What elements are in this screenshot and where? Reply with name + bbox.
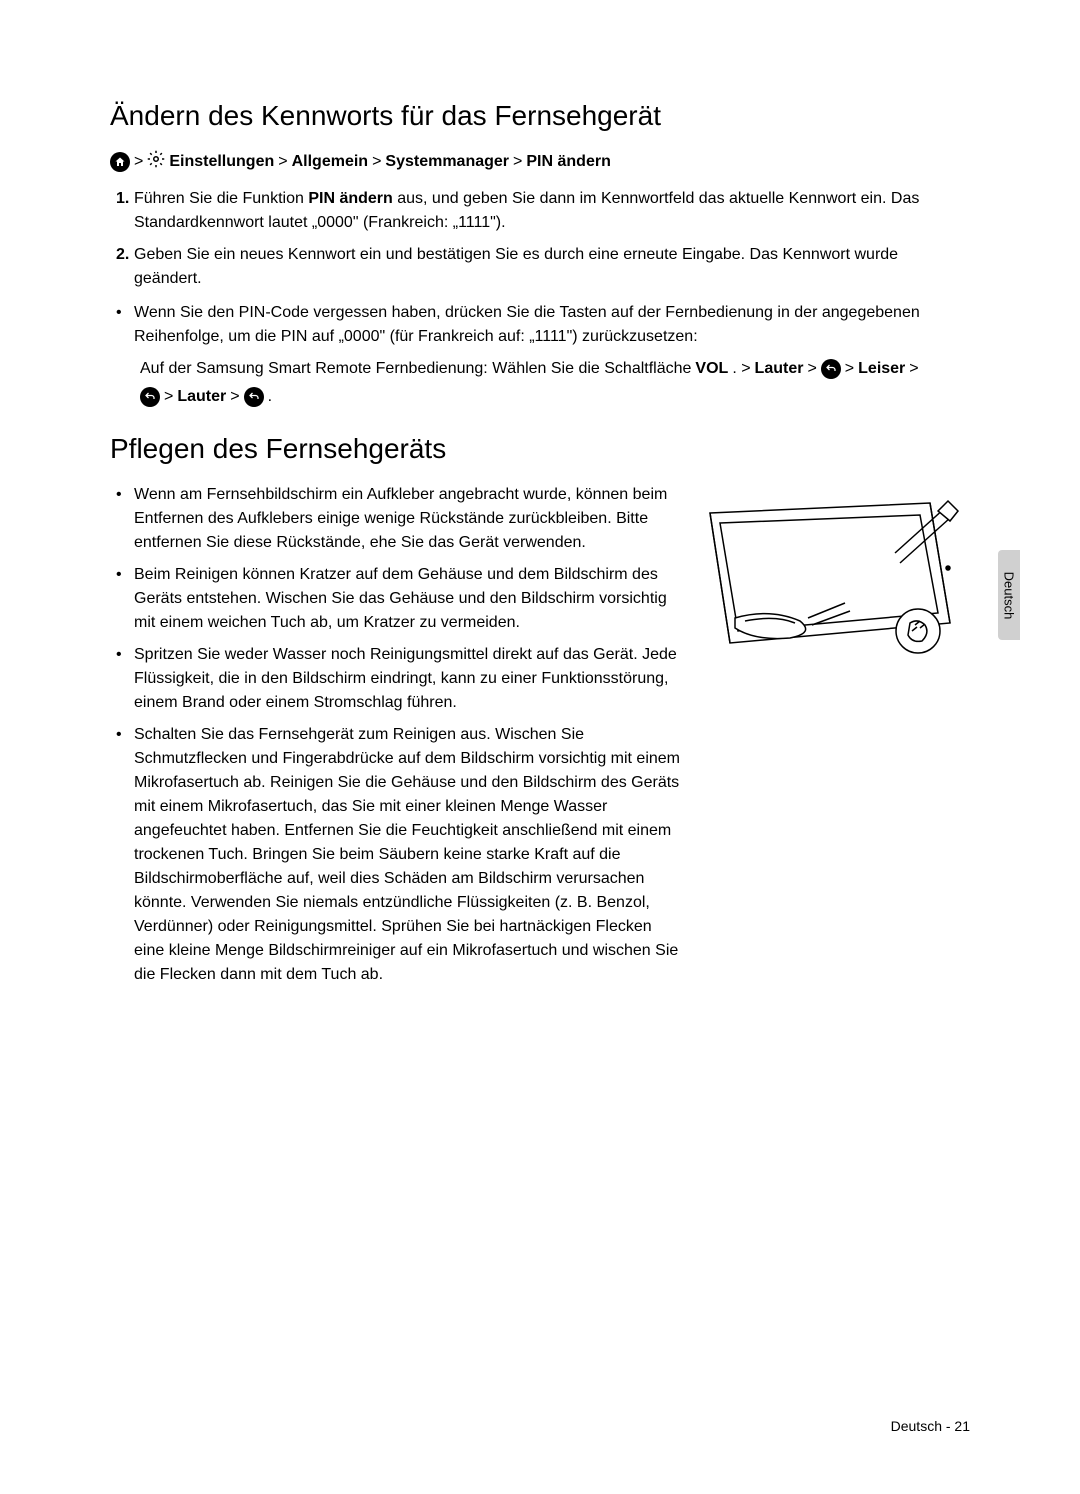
breadcrumb-sep: > <box>372 153 381 171</box>
bullet-marker: • <box>110 563 134 635</box>
step-text: Führen Sie die Funktion <box>134 190 308 207</box>
period: . <box>268 385 272 409</box>
language-tab: Deutsch <box>998 550 1020 640</box>
breadcrumb-sep: > <box>278 153 287 171</box>
sep: . > <box>732 357 750 381</box>
section1-title: Ändern des Kennworts für das Fernsehgerä… <box>110 100 970 132</box>
step-2: 2. Geben Sie ein neues Kennwort ein und … <box>110 243 970 291</box>
breadcrumb-item: Einstellungen <box>169 153 274 171</box>
bullet-item: • Wenn Sie den PIN-Code vergessen haben,… <box>110 301 970 349</box>
gear-icon <box>147 150 165 173</box>
vol-label: VOL <box>695 357 728 381</box>
breadcrumb-item: Systemmanager <box>385 153 509 171</box>
leiser-label: Leiser <box>858 357 905 381</box>
text-column: • Wenn am Fernsehbildschirm ein Aufklebe… <box>110 483 680 995</box>
step-number: 1. <box>110 187 134 235</box>
section2: Pflegen des Fernsehgeräts • Wenn am Fern… <box>110 433 970 995</box>
bullet-item: • Wenn am Fernsehbildschirm ein Aufklebe… <box>110 483 680 555</box>
return-icon <box>244 387 264 407</box>
step-bold: PIN ändern <box>308 190 392 207</box>
return-icon <box>140 387 160 407</box>
sep: > <box>845 357 854 381</box>
bullet-marker: • <box>110 301 134 349</box>
bullet-content: Spritzen Sie weder Wasser noch Reinigung… <box>134 643 680 715</box>
step-number: 2. <box>110 243 134 291</box>
bullet-list-1: • Wenn Sie den PIN-Code vergessen haben,… <box>110 301 970 349</box>
illustration-column <box>700 483 960 995</box>
home-icon <box>110 152 130 172</box>
page-footer: Deutsch - 21 <box>891 1418 970 1434</box>
breadcrumb-sep: > <box>134 153 143 171</box>
sep: > <box>909 357 918 381</box>
bullet-content: Beim Reinigen können Kratzer auf dem Geh… <box>134 563 680 635</box>
bullet-item: • Spritzen Sie weder Wasser noch Reinigu… <box>110 643 680 715</box>
content-with-image: • Wenn am Fernsehbildschirm ein Aufklebe… <box>110 483 970 995</box>
section2-title: Pflegen des Fernsehgeräts <box>110 433 970 465</box>
instruction-text: Auf der Samsung Smart Remote Fernbedienu… <box>140 357 691 381</box>
bullet-marker: • <box>110 643 134 715</box>
return-icon <box>821 359 841 379</box>
sep: > <box>230 385 239 409</box>
numbered-list: 1. Führen Sie die Funktion PIN ändern au… <box>110 187 970 291</box>
remote-instruction-2: > Lauter > . <box>110 385 970 409</box>
tv-cleaning-illustration <box>700 493 960 673</box>
breadcrumb-item: Allgemein <box>292 153 368 171</box>
breadcrumb-sep: > <box>513 153 522 171</box>
step-1: 1. Führen Sie die Funktion PIN ändern au… <box>110 187 970 235</box>
sep: > <box>164 385 173 409</box>
bullet-marker: • <box>110 483 134 555</box>
step-content: Geben Sie ein neues Kennwort ein und bes… <box>134 243 970 291</box>
bullet-item: • Schalten Sie das Fernsehgerät zum Rein… <box>110 723 680 987</box>
remote-instruction: Auf der Samsung Smart Remote Fernbedienu… <box>110 357 970 381</box>
sep: > <box>807 357 816 381</box>
step-content: Führen Sie die Funktion PIN ändern aus, … <box>134 187 970 235</box>
bullet-content: Wenn am Fernsehbildschirm ein Aufkleber … <box>134 483 680 555</box>
bullet-content: Wenn Sie den PIN-Code vergessen haben, d… <box>134 301 970 349</box>
bullet-marker: • <box>110 723 134 987</box>
breadcrumb-item: PIN ändern <box>526 153 610 171</box>
bullet-content: Schalten Sie das Fernsehgerät zum Reinig… <box>134 723 680 987</box>
bullet-list-2: • Wenn am Fernsehbildschirm ein Aufklebe… <box>110 483 680 987</box>
bullet-item: • Beim Reinigen können Kratzer auf dem G… <box>110 563 680 635</box>
lauter-label: Lauter <box>755 357 804 381</box>
language-tab-text: Deutsch <box>1002 571 1017 619</box>
lauter-label: Lauter <box>177 385 226 409</box>
breadcrumb: > Einstellungen > Allgemein > Systemmana… <box>110 150 970 173</box>
